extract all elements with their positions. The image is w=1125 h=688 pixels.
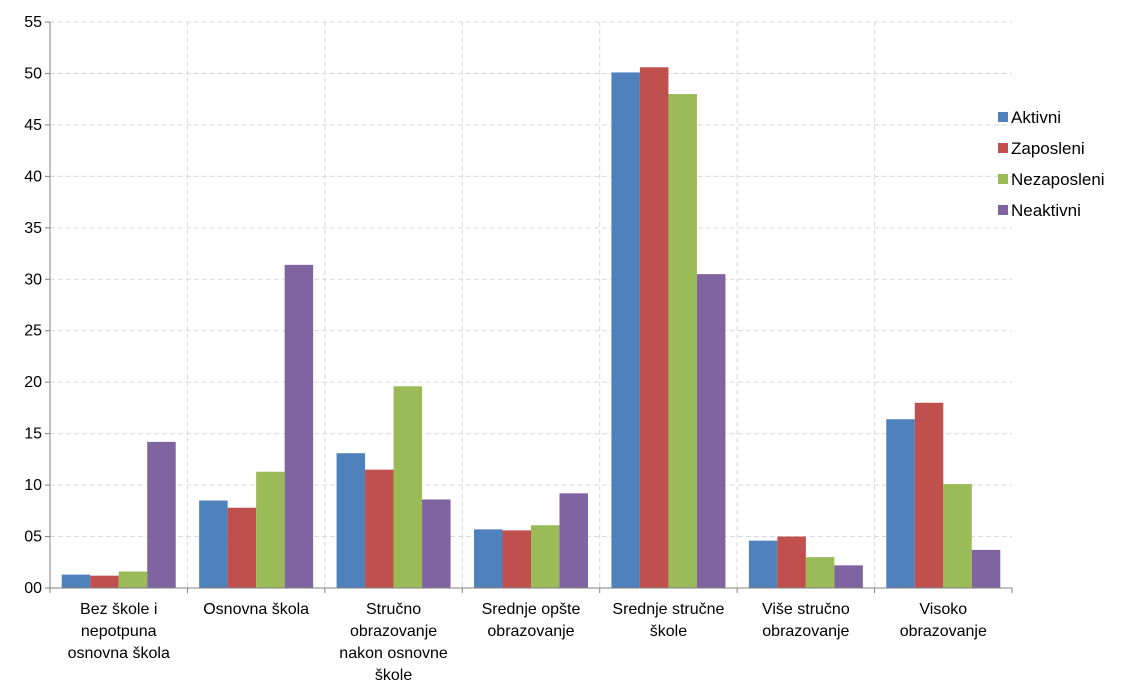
y-tick-label: 20: [24, 374, 42, 391]
bar-nezaposleni: [531, 525, 560, 588]
bar-zaposleni: [914, 402, 944, 588]
x-category-label: Stručno obrazovanje nakon osnovne škole: [339, 601, 448, 684]
bar-nezaposleni: [393, 386, 423, 588]
bar-zaposleni: [502, 530, 531, 588]
y-tick-label: 35: [24, 220, 42, 237]
bar-nezaposleni: [805, 557, 835, 588]
x-category-label: Više stručno obrazovanje: [762, 601, 850, 640]
bars: [61, 67, 1001, 588]
bar-zaposleni: [365, 469, 394, 588]
bar-zaposleni: [90, 575, 119, 588]
legend: Aktivni Zaposleni Nezaposleni Neaktivni: [998, 108, 1105, 220]
bar-nezaposleni: [256, 471, 285, 588]
bar-aktivni: [474, 529, 503, 588]
y-tick-label: 10: [24, 477, 42, 494]
legend-swatch-zaposleni: [998, 143, 1008, 153]
bar-neaktivni: [147, 441, 176, 588]
y-tick-label: 00: [24, 580, 42, 597]
bar-nezaposleni: [668, 94, 697, 588]
legend-label-aktivni: Aktivni: [1011, 108, 1061, 127]
bar-neaktivni: [422, 499, 451, 588]
legend-label-zaposleni: Zaposleni: [1011, 139, 1085, 158]
y-tick-label: 45: [24, 117, 42, 134]
axis-labels: 00 05 10 15 20 25 30 35 40 45 50 55 Bez škole i nepot…: [24, 14, 987, 684]
bar-neaktivni: [971, 549, 1001, 588]
bar-aktivni: [336, 453, 366, 588]
x-category-label: Osnovna škola: [203, 601, 309, 618]
axes: [45, 21, 1013, 593]
x-category-label: Srednje opšte obrazovanje: [482, 601, 581, 640]
legend-label-nezaposleni: Nezaposleni: [1011, 170, 1105, 189]
x-category-label: Bez škole i nepotpuna osnovna škola: [68, 601, 170, 662]
y-tick-label: 15: [24, 426, 42, 443]
y-tick-label: 05: [24, 529, 42, 546]
bar-neaktivni: [284, 264, 314, 588]
x-category-label: Visoko obrazovanje: [900, 601, 987, 640]
bar-nezaposleni: [118, 571, 148, 588]
bar-aktivni: [199, 500, 228, 588]
bar-zaposleni: [227, 507, 257, 588]
bar-aktivni: [748, 540, 778, 588]
bar-nezaposleni: [943, 484, 972, 588]
bar-zaposleni: [777, 536, 806, 588]
bar-aktivni: [611, 72, 640, 588]
bar-aktivni: [886, 419, 915, 588]
y-tick-label: 25: [24, 323, 42, 340]
bar-neaktivni: [834, 565, 863, 588]
y-tick-label: 55: [24, 14, 42, 31]
bar-neaktivni: [696, 274, 726, 588]
gridlines: [50, 21, 1012, 588]
bar-zaposleni: [639, 67, 669, 588]
bar-aktivni: [61, 574, 91, 588]
y-tick-label: 40: [24, 168, 42, 185]
bar-neaktivni: [559, 493, 588, 588]
x-category-label: Srednje stručne škole: [612, 601, 724, 640]
legend-swatch-neaktivni: [998, 205, 1008, 215]
legend-swatch-nezaposleni: [998, 174, 1008, 184]
legend-swatch-aktivni: [998, 112, 1008, 122]
legend-label-neaktivni: Neaktivni: [1011, 201, 1081, 220]
y-tick-label: 50: [24, 65, 42, 82]
y-tick-label: 30: [24, 271, 42, 288]
